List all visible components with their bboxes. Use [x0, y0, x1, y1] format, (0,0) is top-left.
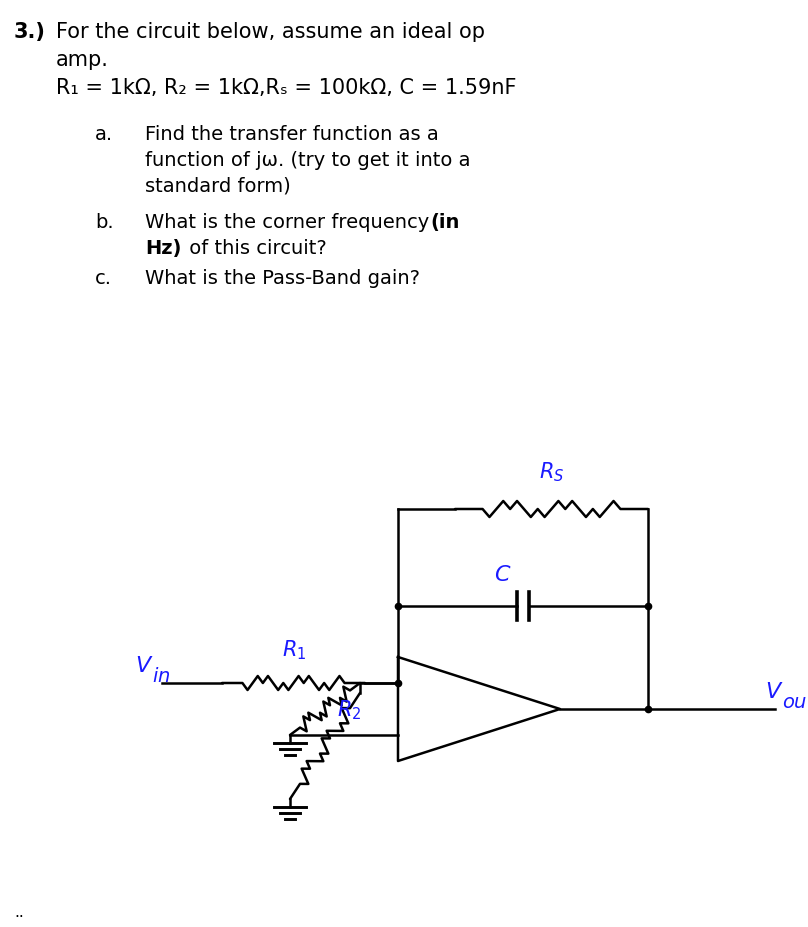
Text: $\mathit{in}$: $\mathit{in}$ — [152, 667, 170, 685]
Text: $\mathit{V}$: $\mathit{V}$ — [135, 655, 154, 675]
Text: $\mathit{out}$: $\mathit{out}$ — [782, 692, 808, 711]
Text: b.: b. — [95, 213, 114, 232]
Text: c.: c. — [95, 269, 112, 287]
Text: of this circuit?: of this circuit? — [183, 239, 326, 258]
Text: $\mathit{R}_\mathit{2}$: $\mathit{R}_\mathit{2}$ — [337, 697, 361, 721]
Text: Hz): Hz) — [145, 239, 181, 258]
Text: function of jω. (try to get it into a: function of jω. (try to get it into a — [145, 151, 470, 170]
Text: amp.: amp. — [56, 50, 109, 70]
Text: $\mathit{R}_\mathit{1}$: $\mathit{R}_\mathit{1}$ — [281, 638, 306, 661]
Text: 3.): 3.) — [14, 22, 46, 42]
Text: standard form): standard form) — [145, 177, 291, 196]
Text: What is the corner frequency: What is the corner frequency — [145, 213, 436, 232]
Text: $\mathit{R}_\mathit{S}$: $\mathit{R}_\mathit{S}$ — [539, 460, 564, 484]
Text: $\mathit{V}$: $\mathit{V}$ — [765, 681, 784, 701]
Text: $\mathit{C}$: $\mathit{C}$ — [494, 565, 511, 584]
Text: For the circuit below, assume an ideal op: For the circuit below, assume an ideal o… — [56, 22, 485, 42]
Text: What is the Pass-Band gain?: What is the Pass-Band gain? — [145, 269, 420, 287]
Text: Find the transfer function as a: Find the transfer function as a — [145, 125, 439, 144]
Text: ..: .. — [14, 904, 23, 919]
Text: R₁ = 1kΩ, R₂ = 1kΩ,Rₛ = 100kΩ, C = 1.59nF: R₁ = 1kΩ, R₂ = 1kΩ,Rₛ = 100kΩ, C = 1.59n… — [56, 78, 516, 98]
Text: a.: a. — [95, 125, 113, 144]
Text: (in: (in — [430, 213, 460, 232]
